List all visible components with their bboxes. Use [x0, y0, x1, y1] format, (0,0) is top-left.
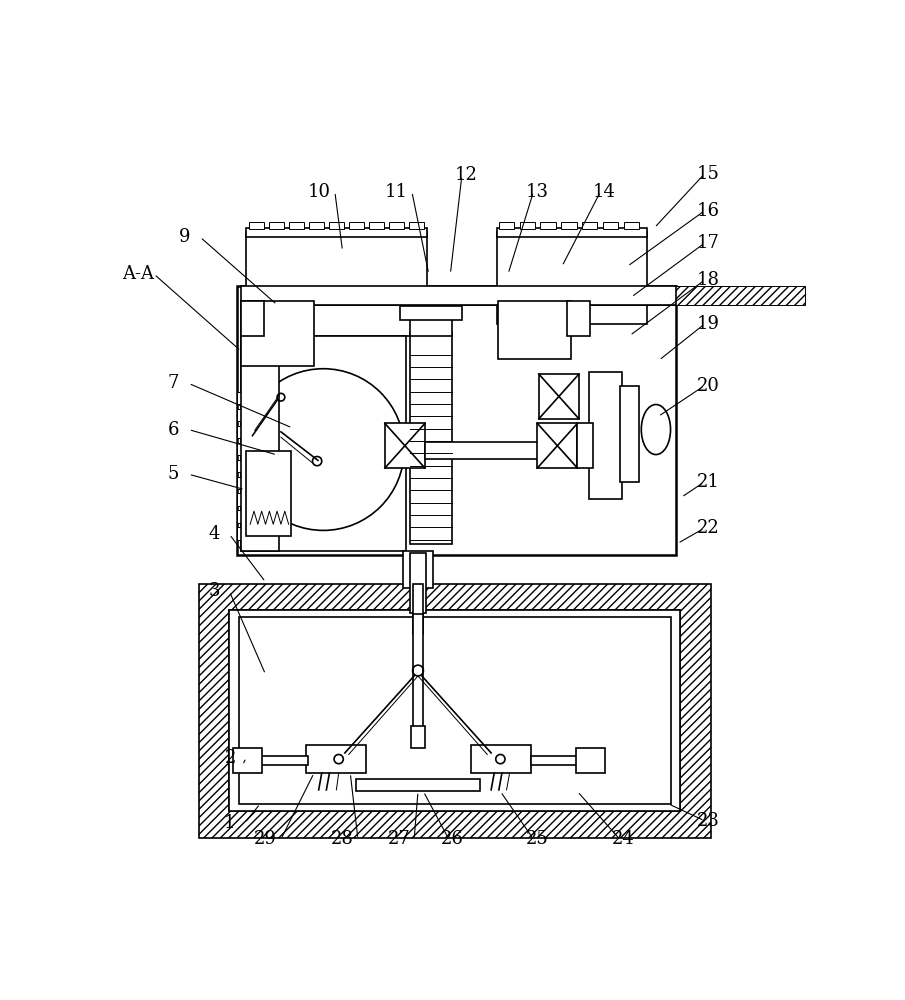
Bar — [241, 336, 280, 551]
Bar — [309, 222, 324, 229]
Text: 6: 6 — [167, 421, 179, 439]
Bar — [540, 222, 556, 229]
Bar — [237, 443, 246, 455]
Bar — [241, 301, 314, 366]
Bar — [582, 222, 597, 229]
Text: 4: 4 — [208, 525, 220, 543]
Bar — [499, 222, 514, 229]
Bar — [567, 301, 590, 336]
Text: 9: 9 — [179, 228, 190, 246]
Bar — [472, 745, 531, 773]
Bar — [237, 527, 246, 540]
Text: 3: 3 — [208, 582, 220, 600]
Bar — [561, 222, 576, 229]
Bar — [241, 301, 264, 336]
Bar — [589, 372, 622, 499]
Bar — [538, 423, 577, 468]
Bar — [531, 756, 595, 765]
Text: 21: 21 — [697, 473, 719, 491]
Text: 28: 28 — [331, 830, 354, 848]
Bar — [237, 460, 246, 472]
Text: 10: 10 — [308, 183, 331, 201]
Bar — [241, 286, 805, 305]
Text: 20: 20 — [697, 377, 719, 395]
Text: 29: 29 — [254, 830, 277, 848]
Text: 14: 14 — [593, 183, 615, 201]
Text: 16: 16 — [697, 202, 719, 220]
Bar — [404, 551, 433, 588]
Bar — [239, 617, 672, 804]
Bar — [576, 748, 605, 773]
Bar — [237, 510, 246, 523]
Bar — [314, 750, 358, 767]
Text: 22: 22 — [697, 519, 719, 537]
Text: 17: 17 — [697, 234, 719, 252]
Bar — [410, 332, 452, 544]
Bar — [620, 386, 639, 482]
Text: 18: 18 — [697, 271, 719, 289]
Text: 24: 24 — [612, 830, 635, 848]
Bar — [249, 222, 264, 229]
Bar — [410, 553, 425, 613]
Text: A-A: A-A — [122, 265, 155, 283]
Bar — [400, 306, 462, 320]
Bar — [244, 756, 308, 765]
Bar — [237, 286, 676, 555]
Bar — [246, 232, 427, 336]
Bar — [329, 222, 344, 229]
Bar — [413, 614, 424, 744]
Bar — [307, 745, 367, 773]
Bar — [624, 222, 639, 229]
Text: 1: 1 — [224, 814, 235, 832]
Text: 2: 2 — [225, 749, 236, 767]
Bar — [198, 584, 710, 838]
Bar — [498, 301, 571, 359]
Text: 19: 19 — [697, 315, 719, 333]
Text: 15: 15 — [697, 165, 719, 183]
Bar — [237, 392, 246, 404]
Bar — [246, 451, 291, 536]
Ellipse shape — [642, 405, 671, 455]
Bar — [289, 222, 304, 229]
Text: 11: 11 — [385, 183, 408, 201]
Bar — [385, 423, 425, 468]
Bar — [538, 374, 579, 419]
Bar — [241, 286, 676, 305]
Bar — [237, 477, 246, 489]
Bar — [410, 316, 452, 336]
Text: 27: 27 — [387, 830, 410, 848]
Text: 25: 25 — [526, 830, 548, 848]
Bar — [237, 409, 246, 421]
Bar — [368, 222, 384, 229]
Bar — [269, 222, 284, 229]
Bar — [356, 779, 481, 791]
Bar — [414, 584, 423, 634]
Bar — [237, 493, 246, 506]
Text: 13: 13 — [526, 183, 548, 201]
Bar — [603, 222, 618, 229]
Text: 12: 12 — [454, 166, 477, 184]
Text: 26: 26 — [442, 830, 464, 848]
Bar — [497, 232, 647, 324]
Bar — [229, 610, 680, 811]
Bar — [409, 222, 424, 229]
Bar — [229, 610, 680, 811]
Bar — [577, 423, 593, 468]
Bar — [425, 442, 538, 459]
Bar — [237, 426, 246, 438]
Bar — [479, 750, 523, 767]
Bar — [389, 222, 405, 229]
Bar — [519, 222, 535, 229]
Text: 23: 23 — [697, 812, 719, 830]
Bar — [246, 228, 427, 237]
Text: 7: 7 — [167, 374, 179, 392]
Bar — [411, 726, 425, 748]
Bar — [233, 748, 262, 773]
Bar — [241, 336, 406, 551]
Text: 5: 5 — [167, 465, 179, 483]
Bar — [348, 222, 364, 229]
Bar — [497, 228, 647, 237]
